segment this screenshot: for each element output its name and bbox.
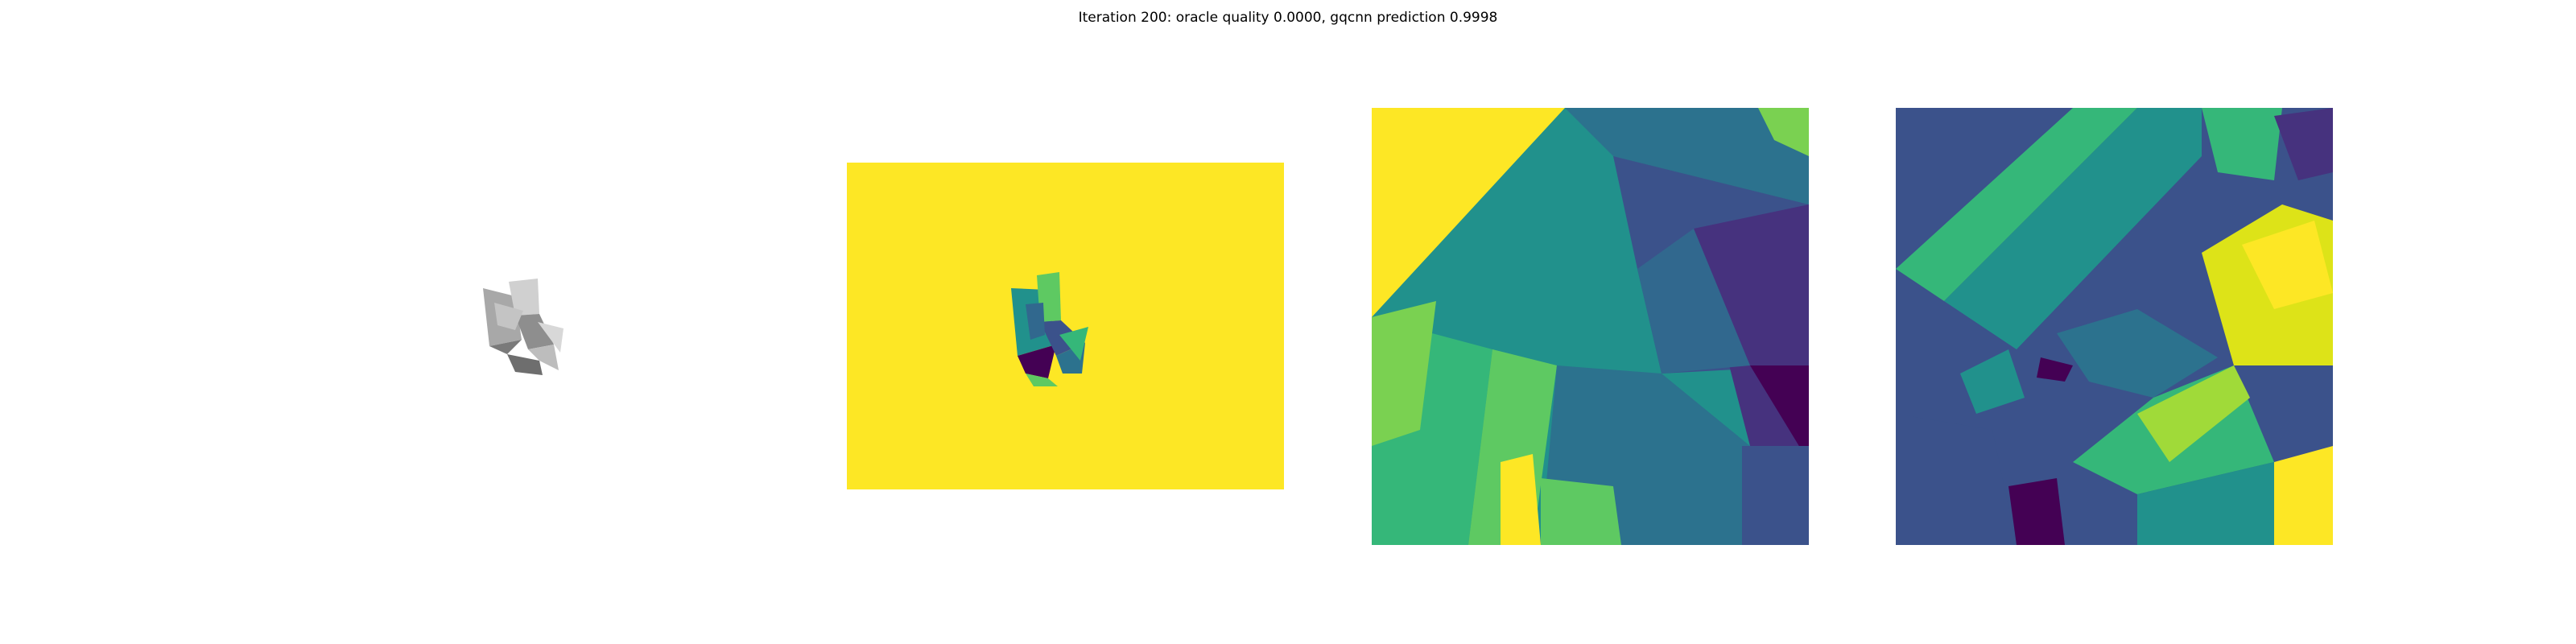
depth-facet (1018, 345, 1056, 378)
figure-title: Iteration 200: oracle quality 0.0000, gq… (1078, 10, 1498, 26)
crop-b-region (2202, 108, 2282, 180)
crop-b-region (2137, 365, 2250, 462)
crop-a-region (1742, 446, 1809, 545)
crop-b-region (2008, 478, 2065, 545)
object-facet (489, 340, 522, 354)
crop-b-region (2242, 221, 2333, 309)
depth-crop-a-render (1372, 108, 1809, 545)
crop-a-region (1501, 454, 1541, 545)
crop-b-region (2137, 462, 2274, 545)
crop-b-region (2057, 309, 2218, 398)
object-facet (538, 322, 564, 353)
grayscale-object-image (459, 266, 604, 386)
depth-facet (1026, 303, 1045, 340)
crop-b-region (2037, 357, 2073, 382)
depth-facet (1059, 327, 1088, 361)
depth-crop-b-render (1896, 108, 2333, 545)
depth-crop-b (1896, 108, 2333, 545)
object-facet (494, 303, 523, 330)
crop-b-region (2274, 446, 2333, 545)
depth-image-render (847, 163, 1284, 489)
grayscale-object-render (483, 279, 564, 375)
crop-a-region (1372, 301, 1436, 446)
crop-b-region (1896, 108, 2137, 301)
crop-a-region (1637, 229, 1750, 374)
object-facet (515, 314, 554, 349)
depth-facet (1026, 374, 1058, 386)
crop-a-region (1758, 108, 1809, 156)
crop-b-region (1960, 349, 2025, 414)
crop-b-region (1896, 414, 2017, 545)
crop-b-region (1944, 108, 2202, 349)
crop-a-region (1541, 478, 1621, 545)
crop-b-region (2274, 108, 2333, 180)
object-facet (528, 345, 559, 370)
depth-image-full (847, 163, 1284, 489)
crop-a-region (1372, 108, 1565, 317)
object-facet (509, 279, 539, 316)
depth-crop-a (1372, 108, 1809, 545)
object-facet (507, 354, 543, 375)
crop-a-region (1750, 365, 1809, 462)
crop-a-region (1565, 108, 1809, 204)
